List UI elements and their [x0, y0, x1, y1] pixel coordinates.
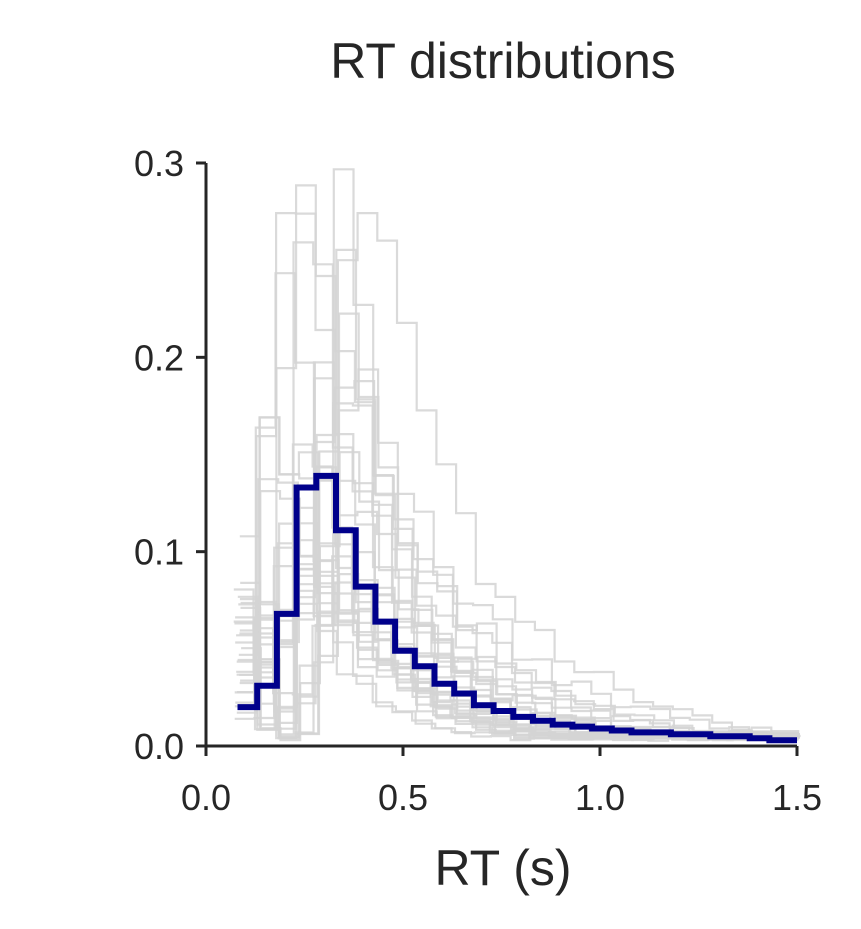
individual-histogram-line	[237, 248, 798, 742]
tick-labels: 0.0 0.1 0.2 0.3 0.0 0.5 1.0 1.5	[134, 143, 822, 818]
x-tick-label: 1.5	[772, 777, 822, 818]
individual-histogram-line	[239, 555, 800, 740]
individual-histogram-line	[240, 490, 800, 740]
x-tick-label: 0.0	[181, 777, 231, 818]
axes	[196, 161, 799, 756]
x-tick-label: 0.5	[378, 777, 428, 818]
y-tick-label: 0.0	[134, 726, 184, 767]
individual-histogram-line	[238, 478, 799, 742]
individual-histogram-line	[241, 451, 801, 742]
x-axis-label: RT (s)	[434, 840, 571, 896]
individual-histogram-line	[239, 567, 800, 741]
y-tick-label: 0.2	[134, 337, 184, 378]
mean-histogram-line	[237, 472, 797, 744]
individual-rt-histograms	[233, 168, 801, 742]
mean-rt-histogram	[237, 472, 797, 744]
y-tick-label: 0.1	[134, 532, 184, 573]
x-tick-label: 1.0	[575, 777, 625, 818]
chart-title: RT distributions	[330, 33, 676, 89]
y-tick-label: 0.3	[134, 143, 184, 184]
